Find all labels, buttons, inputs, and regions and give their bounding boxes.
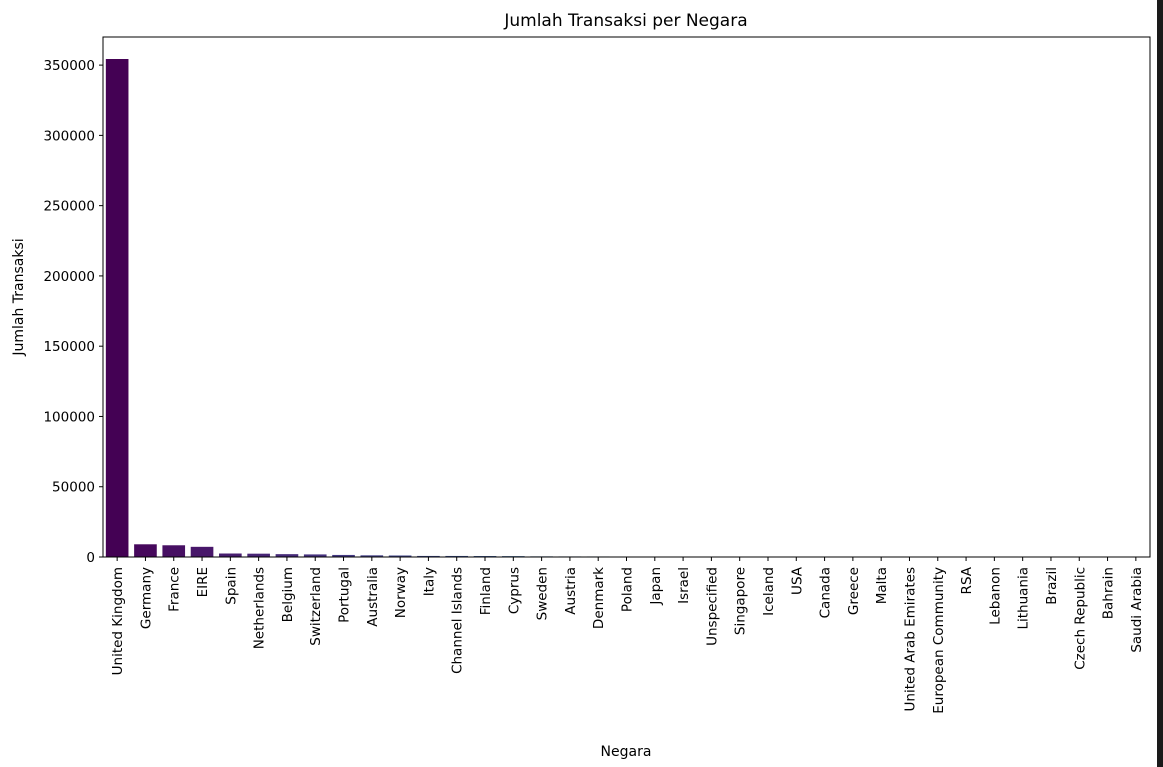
plot-frame — [102, 36, 1151, 558]
bar-france — [162, 545, 186, 557]
x-tick-label: RSA — [959, 566, 975, 594]
x-tick-label: Spain — [223, 567, 239, 605]
bar-eire — [190, 546, 214, 557]
y-tick-label: 150000 — [43, 339, 95, 355]
x-tick-label: Lebanon — [987, 567, 1003, 625]
x-tick-label: Iceland — [761, 567, 777, 616]
x-tick-label: Japan — [648, 567, 664, 606]
x-tick-label: Portugal — [337, 567, 353, 623]
bar-belgium — [275, 554, 299, 557]
y-tick-label: 50000 — [52, 480, 95, 496]
x-tick-label: Saudi Arabia — [1129, 567, 1145, 653]
x-tick-label: Greece — [846, 567, 862, 615]
y-axis: 0 50000 100000 150000 200000 250000 300000 3500… — [43, 58, 103, 566]
x-tick-label: Malta — [874, 567, 890, 604]
bar-norway — [388, 555, 412, 557]
x-tick-label: Brazil — [1044, 567, 1060, 605]
bar-spain — [219, 553, 242, 557]
y-tick-label: 200000 — [43, 269, 95, 285]
y-axis-title: Jumlah Transaksi — [11, 238, 27, 356]
x-tick-label: Canada — [818, 567, 834, 618]
x-tick-label: USA — [789, 566, 805, 595]
y-tick-label: 300000 — [43, 128, 95, 144]
x-tick-label: Belgium — [280, 567, 296, 622]
bar-italy — [417, 555, 440, 557]
x-axis: United Kingdom Germany France EIRE Spain Neth… — [110, 557, 1145, 714]
bar-portugal — [332, 554, 355, 557]
bars-layer — [105, 59, 1148, 558]
x-tick-label: Australia — [365, 567, 381, 627]
x-tick-label: France — [167, 567, 183, 612]
x-tick-label: Norway — [393, 567, 409, 618]
x-tick-label: Netherlands — [252, 567, 268, 649]
bar-germany — [134, 544, 157, 557]
x-tick-label: European Community — [931, 567, 947, 714]
x-tick-label: Singapore — [733, 567, 749, 635]
x-tick-label: Cyprus — [506, 567, 522, 614]
chart-title: Jumlah Transaksi per Negara — [503, 11, 747, 31]
x-tick-label: Bahrain — [1101, 567, 1117, 619]
x-tick-label: EIRE — [195, 567, 211, 597]
x-tick-label: Denmark — [591, 567, 607, 629]
x-tick-label: United Arab Emirates — [902, 567, 918, 711]
y-tick-label: 250000 — [43, 199, 95, 215]
x-tick-label: Israel — [676, 567, 692, 604]
y-tick-label: 0 — [86, 550, 95, 566]
x-tick-label: Czech Republic — [1072, 567, 1088, 670]
x-tick-label: Channel Islands — [450, 567, 466, 674]
x-tick-label: Lithuania — [1016, 567, 1032, 630]
x-axis-title: Negara — [601, 744, 652, 760]
bar-netherlands — [247, 553, 270, 557]
x-tick-label: Unspecified — [704, 567, 720, 646]
x-tick-label: Poland — [620, 567, 636, 612]
x-tick-label: United Kingdom — [110, 567, 126, 675]
y-tick-label: 100000 — [43, 409, 95, 425]
x-tick-label: Finland — [478, 567, 494, 615]
bar-united-kingdom — [105, 59, 129, 558]
bar-channel-islands — [445, 555, 469, 557]
y-tick-label: 350000 — [43, 58, 95, 74]
x-tick-label: Sweden — [535, 567, 551, 620]
bar-switzerland — [303, 554, 327, 557]
window-edge — [1157, 0, 1163, 767]
x-tick-label: Switzerland — [308, 567, 324, 646]
x-tick-label: Italy — [421, 567, 437, 596]
x-tick-label: Austria — [563, 567, 579, 615]
bar-australia — [360, 555, 384, 557]
x-tick-label: Germany — [138, 567, 154, 629]
